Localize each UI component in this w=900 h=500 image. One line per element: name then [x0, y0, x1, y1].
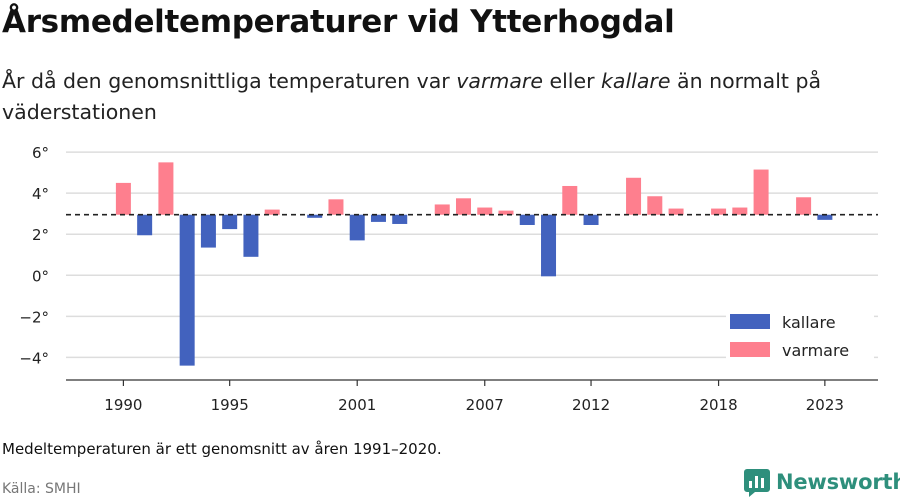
bar	[179, 214, 195, 366]
x-tick-label: 2007	[466, 396, 504, 414]
brand[interactable]: Newsworthy	[744, 467, 900, 497]
x-tick-label: 1995	[211, 396, 249, 414]
bar-chart: 6° 4° 2° 0° −2° −4° 1990 1995 2001 2007 2012 2018 20…	[19, 144, 878, 414]
subtitle-text-3: än normalt på väderstationen	[2, 69, 822, 124]
legend-label: kallare	[782, 313, 836, 332]
bar	[753, 169, 769, 215]
subtitle-colder: kallare	[601, 69, 671, 93]
bar	[370, 214, 386, 222]
y-tick-label: 4°	[32, 185, 49, 203]
legend-swatch	[730, 342, 770, 357]
bar	[455, 198, 471, 215]
bar	[647, 196, 663, 215]
bar	[562, 185, 578, 215]
bar	[222, 214, 238, 230]
y-tick-label: 2°	[32, 226, 49, 244]
subtitle-text-2: eller	[542, 69, 602, 93]
x-tick-label: 2018	[699, 396, 737, 414]
bar	[328, 199, 344, 215]
chart-source: Källa: SMHI	[2, 481, 81, 497]
subtitle-text-1: År då den genomsnittliga temperaturen va…	[2, 69, 457, 93]
bar	[583, 214, 599, 225]
bar	[541, 214, 557, 277]
y-tick-label: −2°	[19, 308, 49, 326]
legend-swatch	[730, 314, 770, 329]
chart-note: Medeltemperaturen är ett genomsnitt av å…	[2, 440, 442, 458]
x-tick-label: 1990	[104, 396, 142, 414]
bar	[519, 214, 535, 225]
bar	[115, 182, 131, 215]
bar	[732, 207, 748, 215]
bar	[264, 209, 280, 215]
bar	[711, 208, 727, 215]
bar	[392, 214, 408, 224]
y-tick-label: 6°	[32, 144, 49, 162]
bar	[200, 214, 216, 248]
bar	[668, 208, 684, 215]
x-tick-label: 2023	[806, 396, 844, 414]
bar	[498, 210, 514, 215]
bar	[349, 214, 365, 241]
bar	[158, 162, 174, 215]
bar	[137, 214, 153, 236]
y-tick-label: 0°	[32, 267, 49, 285]
bar	[243, 214, 259, 257]
bar	[817, 214, 833, 220]
subtitle-warmer: varmare	[456, 69, 543, 93]
bar	[796, 197, 812, 215]
y-tick-label: −4°	[19, 349, 49, 367]
chart-title: Årsmedeltemperaturer vid Ytterhogdal	[2, 4, 675, 40]
bar	[434, 204, 450, 215]
newsworthy-logo-icon	[744, 469, 770, 497]
legend-label: varmare	[782, 341, 849, 360]
bar	[307, 214, 323, 218]
brand-name: Newsworthy	[776, 470, 900, 494]
chart-subtitle: År då den genomsnittliga temperaturen va…	[2, 66, 892, 128]
x-tick-label: 2001	[338, 396, 376, 414]
bar	[477, 207, 493, 215]
bar	[626, 177, 642, 215]
x-tick-label: 2012	[572, 396, 610, 414]
